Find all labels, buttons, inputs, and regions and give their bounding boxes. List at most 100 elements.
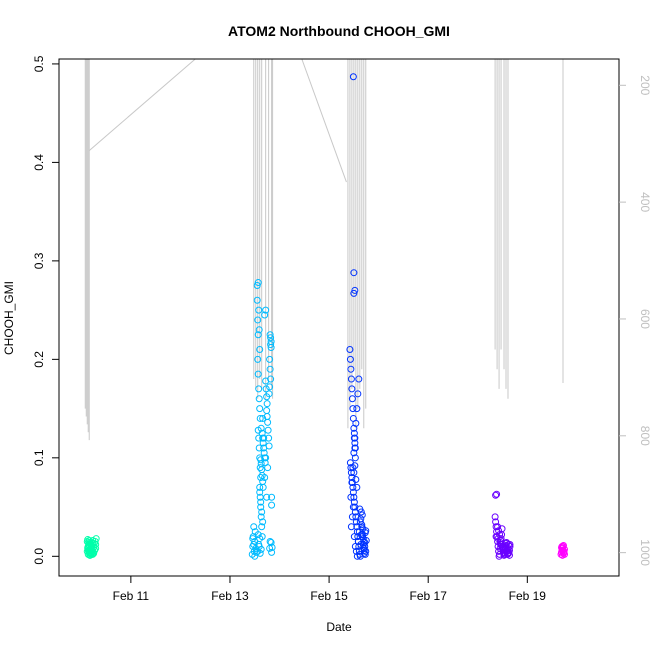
data-point bbox=[351, 434, 359, 442]
y-tick-label: 0.2 bbox=[32, 351, 46, 368]
data-point bbox=[266, 365, 274, 373]
data-point bbox=[492, 491, 500, 499]
data-point bbox=[356, 518, 364, 526]
data-point bbox=[265, 442, 273, 450]
data-point bbox=[267, 334, 275, 342]
y-axis-label: CHOOH_GMI bbox=[2, 281, 16, 355]
data-point bbox=[347, 469, 355, 477]
data-point bbox=[256, 483, 264, 491]
data-point bbox=[268, 493, 276, 501]
data-point bbox=[505, 551, 513, 559]
x-axis: Feb 11 Feb 13 Feb 15 Feb 17 Feb 19 bbox=[113, 575, 547, 603]
data-point bbox=[261, 474, 269, 482]
data-point bbox=[255, 306, 263, 314]
data-point bbox=[260, 449, 268, 457]
data-point bbox=[353, 405, 361, 413]
data-point bbox=[267, 539, 275, 547]
data-point bbox=[91, 538, 99, 546]
data-point bbox=[256, 535, 264, 543]
data-point bbox=[264, 464, 272, 472]
data-point bbox=[259, 439, 267, 447]
data-point bbox=[251, 552, 259, 560]
data-point bbox=[502, 547, 510, 555]
data-point bbox=[257, 460, 265, 468]
data-point bbox=[263, 400, 271, 408]
data-point bbox=[358, 533, 366, 541]
pressure-trace bbox=[301, 58, 347, 183]
data-point bbox=[265, 434, 273, 442]
right-tick-label: 1000 bbox=[638, 539, 650, 566]
data-point bbox=[253, 296, 261, 304]
data-point bbox=[346, 355, 354, 363]
data-point bbox=[252, 548, 260, 556]
data-point bbox=[355, 528, 363, 536]
data-point bbox=[560, 548, 568, 556]
data-point bbox=[85, 546, 93, 554]
data-point bbox=[258, 429, 266, 437]
data-point bbox=[257, 513, 265, 521]
data-point bbox=[255, 444, 263, 452]
data-point bbox=[259, 483, 267, 491]
data-point bbox=[253, 282, 261, 289]
data-point bbox=[255, 434, 263, 442]
data-point bbox=[257, 424, 265, 432]
plot-frame bbox=[58, 58, 620, 577]
data-point bbox=[254, 370, 262, 378]
data-point bbox=[360, 549, 368, 557]
data-point bbox=[262, 454, 270, 462]
data-point bbox=[351, 439, 359, 447]
pressure-trace bbox=[88, 58, 196, 151]
data-point bbox=[349, 73, 357, 81]
data-point bbox=[268, 548, 276, 556]
data-point bbox=[348, 385, 356, 393]
data-point bbox=[256, 405, 264, 413]
data-point bbox=[254, 316, 262, 324]
y-tick-label: 0.3 bbox=[32, 252, 46, 269]
data-point bbox=[350, 429, 358, 437]
data-point bbox=[357, 508, 365, 516]
data-point bbox=[506, 540, 514, 548]
data-point bbox=[266, 383, 274, 391]
data-point bbox=[346, 346, 354, 353]
data-point bbox=[254, 331, 262, 339]
data-point bbox=[492, 533, 500, 541]
data-point bbox=[256, 549, 264, 557]
data-point bbox=[347, 365, 355, 373]
x-tick-label: Feb 19 bbox=[509, 589, 547, 603]
data-point bbox=[255, 326, 263, 334]
x-tick-label: Feb 11 bbox=[113, 589, 150, 603]
data-point bbox=[491, 513, 499, 521]
data-point bbox=[361, 542, 369, 550]
right-tick-label: 200 bbox=[638, 75, 650, 95]
data-point bbox=[351, 542, 359, 550]
data-point bbox=[347, 523, 355, 531]
data-point bbox=[354, 390, 362, 398]
data-point bbox=[257, 474, 265, 482]
data-point bbox=[351, 286, 359, 294]
right-tick-label: 400 bbox=[638, 192, 650, 212]
data-point bbox=[560, 541, 567, 549]
right-tick-label: 600 bbox=[638, 309, 650, 329]
data-point bbox=[353, 483, 361, 491]
data-point bbox=[259, 414, 267, 422]
data-point bbox=[347, 375, 355, 383]
right-tick-label: 800 bbox=[638, 426, 650, 446]
data-point bbox=[266, 355, 274, 363]
data-point bbox=[348, 513, 356, 521]
data-points bbox=[83, 73, 568, 560]
data-point bbox=[254, 531, 262, 539]
x-tick-label: Feb 17 bbox=[410, 589, 448, 603]
data-point bbox=[347, 493, 355, 501]
data-point bbox=[350, 493, 358, 501]
data-point bbox=[349, 464, 357, 472]
data-point bbox=[347, 464, 355, 472]
y-tick-label: 0.0 bbox=[32, 548, 46, 565]
data-point bbox=[349, 503, 357, 511]
data-point bbox=[495, 527, 503, 535]
data-point bbox=[263, 493, 271, 501]
x-tick-label: Feb 15 bbox=[310, 589, 348, 603]
y-tick-label: 0.1 bbox=[32, 449, 46, 466]
data-point bbox=[268, 501, 276, 509]
data-point bbox=[350, 289, 358, 297]
data-point bbox=[266, 331, 274, 339]
